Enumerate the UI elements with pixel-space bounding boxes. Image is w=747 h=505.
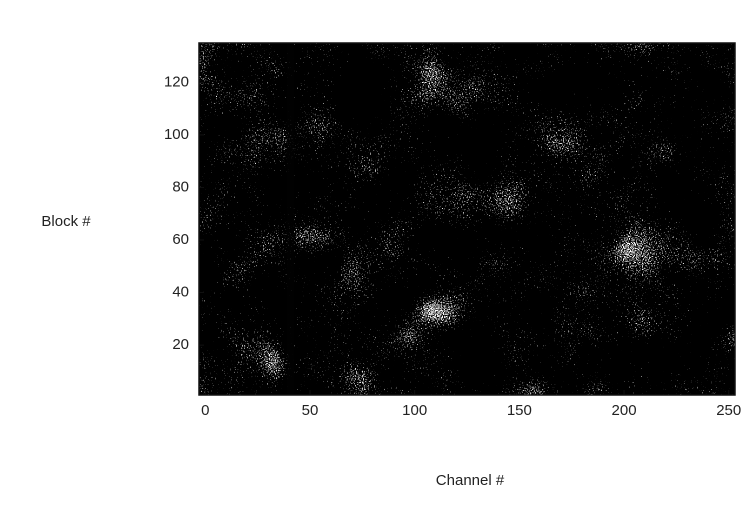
raster-speckle — [199, 43, 735, 395]
y-tick-label: 40 — [172, 284, 189, 301]
y-tick-label: 20 — [172, 336, 189, 353]
y-tick-label: 60 — [172, 231, 189, 248]
x-tick-label: 100 — [402, 402, 427, 419]
x-tick-label: 50 — [302, 402, 319, 419]
y-tick-label: 120 — [164, 73, 189, 90]
raster-speckle — [284, 43, 296, 395]
x-axis-label: Channel # — [436, 472, 505, 489]
y-tick-label: 80 — [172, 178, 189, 195]
plot-frame — [198, 42, 736, 396]
x-tick-label: 0 — [201, 402, 209, 419]
x-tick-label: 150 — [507, 402, 532, 419]
x-tick-label: 250 — [716, 402, 741, 419]
y-axis-label: Block # — [41, 213, 91, 230]
plot-area — [198, 42, 736, 396]
x-tick-label: 200 — [612, 402, 637, 419]
y-tick-label: 100 — [164, 126, 189, 143]
